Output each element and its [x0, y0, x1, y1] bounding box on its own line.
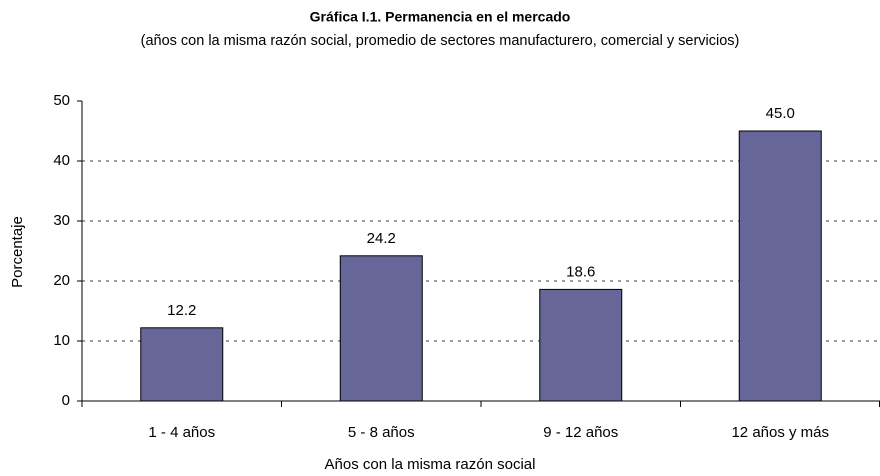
chart-subtitle: (años con la misma razón social, promedi… [141, 33, 740, 49]
y-tick-label: 30 [53, 212, 70, 229]
chart-title: Gráfica I.1. Permanencia en el mercado [310, 9, 571, 25]
y-tick-label: 0 [62, 392, 70, 409]
y-tick-label: 20 [53, 272, 70, 289]
data-label: 45.0 [766, 105, 795, 122]
data-label: 18.6 [566, 263, 595, 280]
y-axis-label: Porcentaje [9, 216, 26, 288]
y-tick-label: 50 [53, 92, 70, 109]
y-tick-label: 40 [53, 152, 70, 169]
bar [738, 130, 822, 402]
bar [339, 255, 423, 402]
y-tick-label: 10 [53, 332, 70, 349]
x-tick-label: 9 - 12 años [543, 424, 618, 441]
x-tick-label: 1 - 4 años [148, 424, 215, 441]
x-tick-label: 12 años y más [731, 424, 829, 441]
data-label: 24.2 [367, 230, 396, 247]
x-tick-label: 5 - 8 años [348, 424, 415, 441]
x-axis-label: Años con la misma razón social [325, 456, 536, 473]
data-label: 12.2 [167, 302, 196, 319]
bar [539, 288, 623, 402]
bar [140, 327, 224, 402]
